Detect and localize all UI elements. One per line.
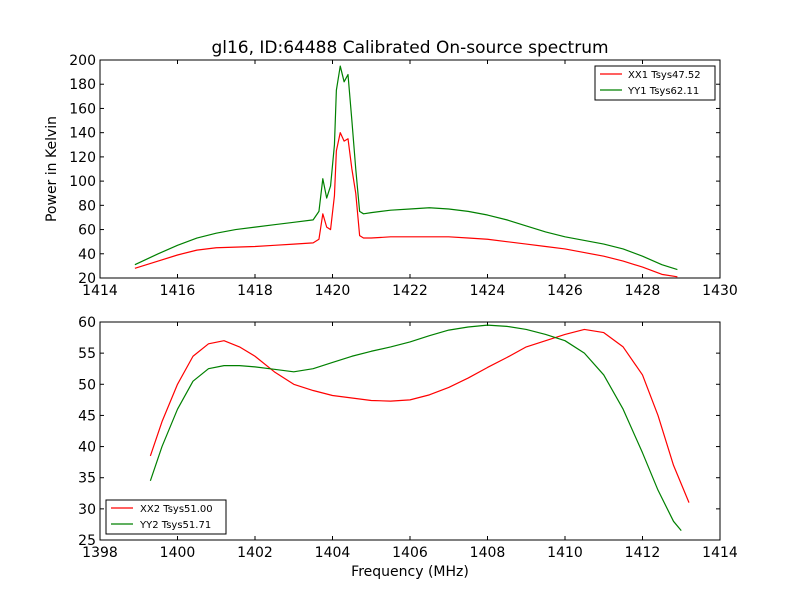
top-ticks: 1414 1416 1418 1420 1422 1424 1426 1428 1430 20 40… xyxy=(69,53,738,299)
top-legend-yy1-label: YY1 Tsys62.11 xyxy=(627,86,699,97)
top-title: gl16, ID:64488 Calibrated On-source spec… xyxy=(211,38,608,58)
top-series-yy1-line xyxy=(134,65,678,271)
bottom-x-tick-label: 1404 xyxy=(315,545,351,561)
bottom-y-tick-label: 50 xyxy=(78,377,96,393)
top-panel: gl16, ID:64488 Calibrated On-source spec… xyxy=(44,38,738,299)
bottom-legend-box xyxy=(105,499,227,535)
top-x-tick-label: 1418 xyxy=(237,283,273,299)
top-x-tick-label: 1428 xyxy=(625,283,661,299)
bottom-y-tick-label: 40 xyxy=(78,440,96,456)
top-x-tick-label: 1416 xyxy=(160,283,196,299)
bottom-y-tick-label: 25 xyxy=(78,533,96,549)
top-ylabel: Power in Kelvin xyxy=(44,116,60,222)
bottom-ticks: 1398 1400 1402 1404 1406 1408 1410 1412 1414 25 30… xyxy=(78,315,738,561)
bottom-x-tick-label: 1398 xyxy=(82,545,118,561)
top-y-tick-label: 100 xyxy=(69,174,96,190)
top-y-tick-label: 160 xyxy=(69,101,96,117)
top-x-tick-label: 1422 xyxy=(392,283,428,299)
top-y-tick-label: 200 xyxy=(69,53,96,69)
top-x-tick-label: 1420 xyxy=(315,283,351,299)
top-y-tick-label: 40 xyxy=(78,247,96,263)
top-series-xx1-line xyxy=(134,132,678,278)
top-y-tick-label: 120 xyxy=(69,150,96,166)
bottom-x-tick-label: 1412 xyxy=(625,545,661,561)
top-y-tick-label: 80 xyxy=(78,198,96,214)
bottom-series-yy2-line xyxy=(149,324,682,532)
top-x-tick-label: 1414 xyxy=(82,283,118,299)
bottom-legend-xx2-label: XX2 Tsys51.00 xyxy=(140,504,213,515)
top-x-tick-label: 1430 xyxy=(702,283,738,299)
top-y-tick-label: 60 xyxy=(78,223,96,239)
bottom-x-tick-label: 1406 xyxy=(392,545,428,561)
bottom-y-tick-label: 30 xyxy=(78,502,96,518)
bottom-y-tick-label: 55 xyxy=(78,346,96,362)
bottom-x-tick-label: 1402 xyxy=(237,545,273,561)
bottom-legend: XX2 Tsys51.00 YY2 Tsys51.71 xyxy=(105,499,227,535)
bottom-x-tick-label: 1414 xyxy=(702,545,738,561)
top-legend: XX1 Tsys47.52 YY1 Tsys62.11 xyxy=(594,65,716,101)
top-x-tick-label: 1426 xyxy=(547,283,583,299)
bottom-axes-frame xyxy=(99,321,721,541)
bottom-x-tick-label: 1408 xyxy=(470,545,506,561)
top-x-tick-label: 1424 xyxy=(470,283,506,299)
bottom-y-tick-label: 60 xyxy=(78,315,96,331)
top-legend-xx1-label: XX1 Tsys47.52 xyxy=(628,70,701,81)
bottom-panel: Frequency (MHz) 1398 1400 1402 1404 1406 1408… xyxy=(78,315,738,580)
bottom-series-xx2-line xyxy=(149,328,690,503)
bottom-y-tick-label: 45 xyxy=(78,408,96,424)
bottom-legend-yy2-label: YY2 Tsys51.71 xyxy=(139,520,211,531)
top-y-tick-label: 140 xyxy=(69,126,96,142)
bottom-x-tick-label: 1400 xyxy=(160,545,196,561)
top-axes-frame xyxy=(99,59,721,279)
top-legend-box xyxy=(594,65,716,101)
bottom-xlabel: Frequency (MHz) xyxy=(351,564,469,580)
bottom-y-tick-label: 35 xyxy=(78,471,96,487)
bottom-plot-area xyxy=(149,324,690,532)
top-y-tick-label: 180 xyxy=(69,77,96,93)
top-y-tick-label: 20 xyxy=(78,271,96,287)
bottom-x-tick-label: 1410 xyxy=(547,545,583,561)
top-plot-area xyxy=(134,65,678,278)
